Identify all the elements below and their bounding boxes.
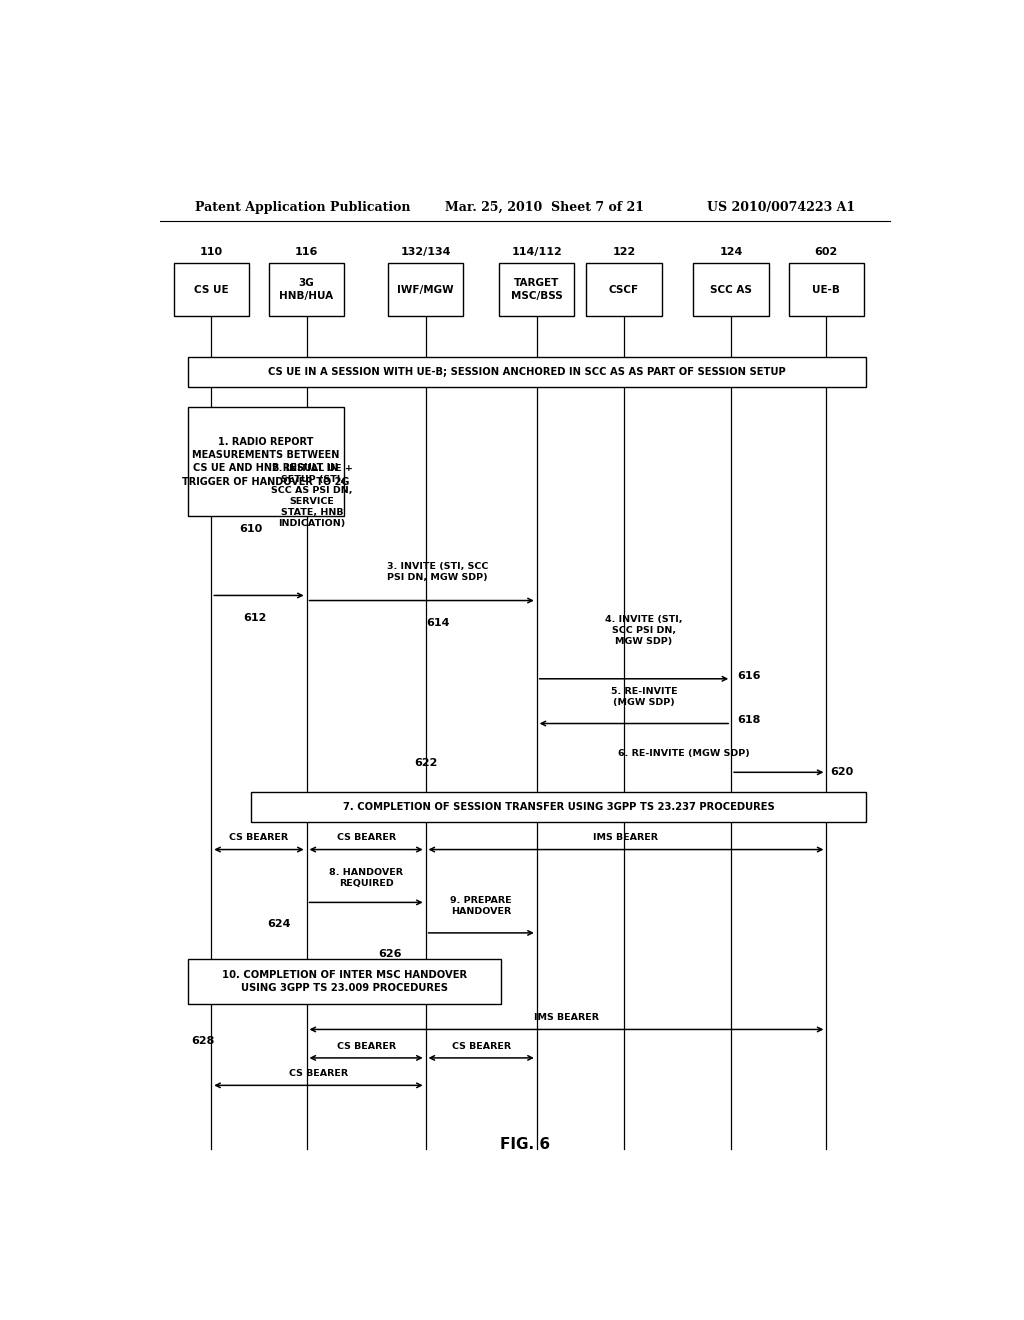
FancyBboxPatch shape [187, 356, 866, 387]
FancyBboxPatch shape [187, 408, 344, 516]
Text: 132/134: 132/134 [400, 247, 451, 257]
Text: CS BEARER: CS BEARER [289, 1069, 348, 1078]
Text: 6. RE-INVITE (MGW SDP): 6. RE-INVITE (MGW SDP) [617, 748, 750, 758]
Text: CS BEARER: CS BEARER [337, 833, 395, 842]
Text: CS BEARER: CS BEARER [452, 1041, 511, 1051]
Text: 5. RE-INVITE
(MGW SDP): 5. RE-INVITE (MGW SDP) [610, 688, 677, 708]
Text: 620: 620 [830, 767, 854, 777]
Text: 602: 602 [815, 247, 838, 257]
Text: 622: 622 [414, 758, 437, 768]
Text: 626: 626 [378, 949, 401, 960]
FancyBboxPatch shape [788, 263, 864, 315]
Text: 4. INVITE (STI,
SCC PSI DN,
MGW SDP): 4. INVITE (STI, SCC PSI DN, MGW SDP) [605, 615, 683, 647]
Text: US 2010/0074223 A1: US 2010/0074223 A1 [708, 201, 855, 214]
Text: 628: 628 [191, 1036, 215, 1045]
Text: 618: 618 [737, 715, 761, 726]
FancyBboxPatch shape [499, 263, 574, 315]
Text: Patent Application Publication: Patent Application Publication [196, 201, 411, 214]
FancyBboxPatch shape [187, 960, 501, 1005]
Text: 8. HANDOVER
REQUIRED: 8. HANDOVER REQUIRED [329, 869, 403, 888]
Text: 612: 612 [244, 612, 266, 623]
Text: CS UE: CS UE [194, 285, 228, 294]
Text: IMS BEARER: IMS BEARER [594, 833, 658, 842]
Text: 7. COMPLETION OF SESSION TRANSFER USING 3GPP TS 23.237 PROCEDURES: 7. COMPLETION OF SESSION TRANSFER USING … [343, 801, 774, 812]
Text: FIG. 6: FIG. 6 [500, 1137, 550, 1152]
FancyBboxPatch shape [587, 263, 662, 315]
Text: TARGET
MSC/BSS: TARGET MSC/BSS [511, 279, 562, 301]
Text: 3. INVITE (STI, SCC
PSI DN, MGW SDP): 3. INVITE (STI, SCC PSI DN, MGW SDP) [387, 562, 488, 582]
FancyBboxPatch shape [388, 263, 463, 315]
Text: 116: 116 [295, 247, 318, 257]
Text: IWF/MGW: IWF/MGW [397, 285, 454, 294]
Text: UE-B: UE-B [812, 285, 841, 294]
Text: 2. INITIAL UE +
SETUP (STI,
SCC AS PSI DN,
SERVICE
STATE, HNB
INDICATION): 2. INITIAL UE + SETUP (STI, SCC AS PSI D… [271, 463, 353, 528]
FancyBboxPatch shape [251, 792, 866, 822]
FancyBboxPatch shape [174, 263, 249, 315]
Text: 110: 110 [200, 247, 223, 257]
Text: 114/112: 114/112 [511, 247, 562, 257]
Text: 124: 124 [720, 247, 742, 257]
Text: IMS BEARER: IMS BEARER [534, 1014, 599, 1022]
Text: 616: 616 [737, 671, 761, 681]
Text: CS BEARER: CS BEARER [337, 1041, 395, 1051]
Text: 614: 614 [426, 618, 450, 628]
Text: Mar. 25, 2010  Sheet 7 of 21: Mar. 25, 2010 Sheet 7 of 21 [445, 201, 644, 214]
Text: 3G
HNB/HUA: 3G HNB/HUA [280, 279, 334, 301]
Text: CS UE IN A SESSION WITH UE-B; SESSION ANCHORED IN SCC AS AS PART OF SESSION SETU: CS UE IN A SESSION WITH UE-B; SESSION AN… [268, 367, 785, 376]
Text: CSCF: CSCF [609, 285, 639, 294]
Text: 122: 122 [612, 247, 636, 257]
FancyBboxPatch shape [269, 263, 344, 315]
Text: 1. RADIO REPORT
MEASUREMENTS BETWEEN
CS UE AND HNB RESULT IN
TRIGGER OF HANDOVER: 1. RADIO REPORT MEASUREMENTS BETWEEN CS … [182, 437, 349, 487]
Text: CS BEARER: CS BEARER [229, 833, 289, 842]
Text: SCC AS: SCC AS [711, 285, 752, 294]
Text: 10. COMPLETION OF INTER MSC HANDOVER
USING 3GPP TS 23.009 PROCEDURES: 10. COMPLETION OF INTER MSC HANDOVER USI… [221, 970, 467, 993]
Text: 9. PREPARE
HANDOVER: 9. PREPARE HANDOVER [451, 895, 512, 916]
Text: 610: 610 [240, 524, 262, 535]
FancyBboxPatch shape [693, 263, 769, 315]
Text: 624: 624 [267, 919, 291, 929]
